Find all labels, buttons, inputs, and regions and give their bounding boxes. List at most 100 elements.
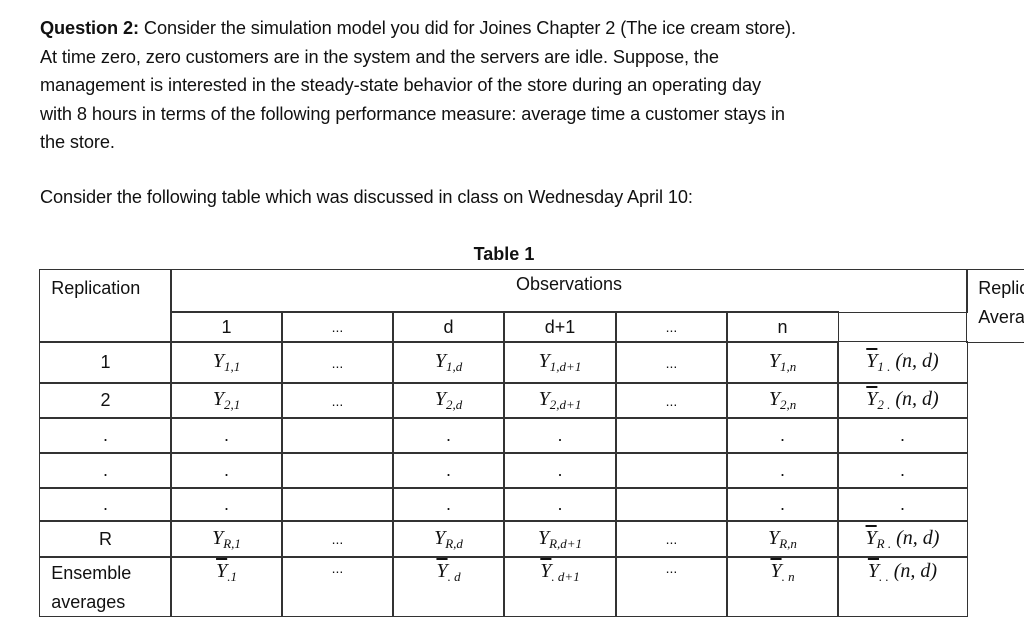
table-cell: YR,1	[170, 520, 283, 558]
math-expression: Y1 . (n, d)	[866, 350, 938, 375]
table-cell	[615, 452, 728, 489]
math-expression: Y1,n	[769, 350, 796, 375]
table-cell: ...	[281, 341, 394, 384]
cell-text: .	[445, 460, 451, 480]
table-cell: .	[392, 452, 505, 489]
math-subscript: R,n	[779, 535, 797, 551]
table-cell: Y2 . (n, d)	[837, 382, 968, 419]
math-expression: YR,1	[212, 527, 241, 552]
math-base: Y	[770, 560, 782, 583]
question-label: Question 2:	[40, 18, 139, 38]
row-label-text: .	[102, 460, 108, 480]
math-subscript: 1,1	[223, 359, 241, 374]
table-cell: Y2,1	[170, 382, 283, 419]
math-subscript: R,d	[445, 535, 463, 551]
table-cell: Y. d	[392, 556, 505, 617]
math-subscript: . d+1	[551, 569, 580, 585]
cell-text: .	[223, 460, 229, 480]
cell-text: .	[445, 425, 451, 445]
table-cell: YR,d+1	[503, 520, 617, 558]
cell-text: .	[223, 425, 229, 445]
table-cell: Y1,n	[726, 341, 839, 384]
math-subscript: R,1	[223, 535, 241, 551]
math-subscript: . d	[447, 569, 461, 585]
table-cell: Y2,d	[392, 382, 505, 419]
row-label: R	[39, 520, 172, 558]
table-cell: ...	[281, 556, 394, 617]
row-label: Ensemble averages	[39, 556, 172, 617]
math-args: (n, d)	[893, 560, 938, 583]
math-expression: YR,d+1	[538, 527, 582, 552]
math-base: Y	[434, 350, 446, 372]
table-cell: Y. . (n, d)	[837, 556, 968, 617]
header-averages-line: Averages	[978, 307, 1024, 328]
table-cell: .	[726, 452, 839, 489]
math-expression: Y2,1	[213, 388, 240, 413]
table-cell: YR,d	[392, 520, 505, 558]
math-expression: Y2 . (n, d)	[866, 388, 938, 413]
math-expression: Y2,n	[769, 388, 796, 413]
math-expression: Y.1	[216, 560, 237, 585]
cell-text: .	[779, 425, 785, 445]
column-header-label: d	[443, 316, 454, 337]
table-cell: Y1,1	[170, 341, 283, 384]
table-cell: .	[726, 487, 839, 522]
math-subscript: 2,n	[779, 397, 797, 412]
table-cell: .	[503, 452, 617, 489]
cell-text: .	[557, 425, 563, 445]
row-label: .	[39, 487, 172, 522]
math-expression: Y2,d	[435, 388, 462, 413]
question-text: Consider the simulation model you did fo…	[138, 18, 796, 38]
header-replication-averages: Replication Averages	[966, 269, 1024, 343]
column-header: ...	[615, 311, 728, 343]
math-subscript: 1,n	[779, 359, 797, 374]
header-averages-line: Replication	[978, 278, 1024, 299]
row-label-text: 1	[100, 352, 111, 372]
math-subscript: 2,1	[223, 397, 241, 412]
math-subscript: R .	[876, 535, 892, 551]
table-cell: .	[503, 487, 617, 522]
cell-text: .	[557, 460, 563, 480]
column-header: d	[392, 311, 505, 343]
header-averages-text: Replication Averages	[978, 274, 1024, 332]
cell-text: ...	[331, 354, 344, 371]
cell-text: ...	[331, 392, 344, 409]
intro-text: Consider the following table which was d…	[40, 187, 693, 207]
table-cell: .	[837, 417, 968, 454]
math-subscript: . .	[879, 569, 889, 585]
table-cell: .	[392, 417, 505, 454]
cell-text: .	[779, 460, 785, 480]
table-cell: Y2,n	[726, 382, 839, 419]
row-label: .	[39, 452, 172, 489]
table-cell	[615, 487, 728, 522]
cell-text: .	[899, 494, 905, 514]
table-cell: Y1 . (n, d)	[837, 341, 968, 384]
table-cell: .	[170, 417, 283, 454]
table-cell: Y1,d+1	[503, 341, 617, 384]
column-header: ...	[281, 311, 394, 343]
math-base: Y	[538, 350, 550, 372]
table-cell: Y. d+1	[503, 556, 617, 617]
math-subscript: . n	[781, 569, 795, 585]
math-base: Y	[866, 388, 878, 410]
math-expression: YR,n	[768, 527, 797, 552]
table-cell: ...	[281, 382, 394, 419]
math-expression: Y1,1	[213, 350, 240, 375]
cell-text: ...	[665, 354, 678, 371]
math-subscript: 2,d	[445, 397, 463, 412]
cell-text: .	[223, 494, 229, 514]
table-cell: .	[503, 417, 617, 454]
table-cell	[281, 452, 394, 489]
math-expression: Y. d	[436, 560, 460, 585]
table-cell	[281, 487, 394, 522]
math-expression: YR,d	[434, 527, 463, 552]
cell-text: .	[899, 460, 905, 480]
table-cell: ...	[615, 382, 728, 419]
table-cell	[281, 417, 394, 454]
table-cell: .	[170, 487, 283, 522]
table-cell: ...	[615, 341, 728, 384]
column-header: n	[726, 311, 839, 343]
row-label-line: averages	[51, 592, 126, 613]
question-paragraph: Question 2: Consider the simulation mode…	[40, 14, 796, 157]
math-base: Y	[212, 388, 224, 410]
